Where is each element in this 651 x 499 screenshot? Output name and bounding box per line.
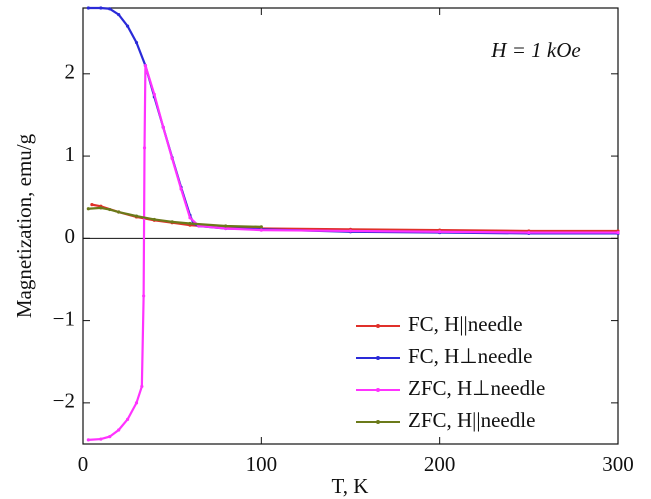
y-tick-label: 0 — [65, 224, 76, 248]
y-axis-label: Magnetization, emu/g — [12, 133, 36, 318]
series-line — [91, 203, 618, 233]
data-point — [170, 156, 174, 161]
y-tick-label: −1 — [53, 306, 75, 330]
y-tick-label: 1 — [65, 142, 76, 166]
data-point — [170, 220, 174, 224]
x-tick-label: 100 — [246, 452, 278, 476]
legend-label: FC, H||needle — [408, 312, 523, 336]
series-line — [88, 206, 262, 228]
legend-marker — [376, 388, 380, 392]
data-point — [188, 216, 192, 220]
legend-label: ZFC, H||needle — [408, 408, 535, 432]
data-point — [125, 24, 130, 28]
data-point — [108, 434, 112, 439]
data-point — [152, 217, 156, 222]
data-point — [161, 125, 165, 129]
x-tick-label: 300 — [602, 452, 634, 476]
data-point — [125, 417, 130, 421]
annotation: H = 1 kOe — [490, 38, 580, 62]
plot-frame — [82, 7, 619, 445]
data-point — [108, 207, 112, 212]
data-point — [134, 401, 139, 405]
data-point — [86, 207, 90, 211]
x-axis-label: T, K — [332, 474, 369, 498]
legend-label: FC, H⊥needle — [408, 344, 532, 368]
data-point — [99, 437, 103, 441]
data-point — [117, 12, 121, 17]
data-point — [90, 203, 94, 207]
data-point — [140, 384, 144, 389]
data-point — [117, 428, 121, 432]
data-point — [179, 187, 183, 191]
data-point — [259, 225, 263, 229]
data-point — [224, 224, 228, 228]
data-point — [527, 230, 531, 235]
data-point — [99, 206, 103, 210]
data-point — [86, 438, 90, 442]
data-point — [224, 226, 228, 231]
data-point — [616, 230, 620, 235]
legend-marker — [376, 356, 380, 360]
data-point — [259, 228, 263, 232]
data-point — [152, 92, 156, 96]
y-tick-label: 2 — [65, 60, 76, 84]
data-point — [348, 229, 353, 233]
data-point — [99, 6, 103, 10]
data-point — [86, 6, 90, 10]
x-tick-label: 0 — [78, 452, 89, 476]
y-tick-label: −2 — [53, 389, 75, 413]
data-point — [142, 146, 147, 150]
data-point — [134, 214, 139, 218]
x-tick-label: 200 — [424, 452, 456, 476]
series-line — [88, 65, 618, 441]
data-point — [142, 294, 146, 298]
legend-marker — [376, 324, 380, 328]
data-point — [108, 7, 112, 11]
data-point — [143, 63, 148, 68]
data-point — [438, 230, 442, 234]
legend-marker — [376, 420, 380, 424]
data-point — [188, 221, 192, 226]
data-point — [134, 40, 139, 45]
legend-label: ZFC, H⊥needle — [408, 376, 545, 400]
data-point — [117, 210, 121, 214]
